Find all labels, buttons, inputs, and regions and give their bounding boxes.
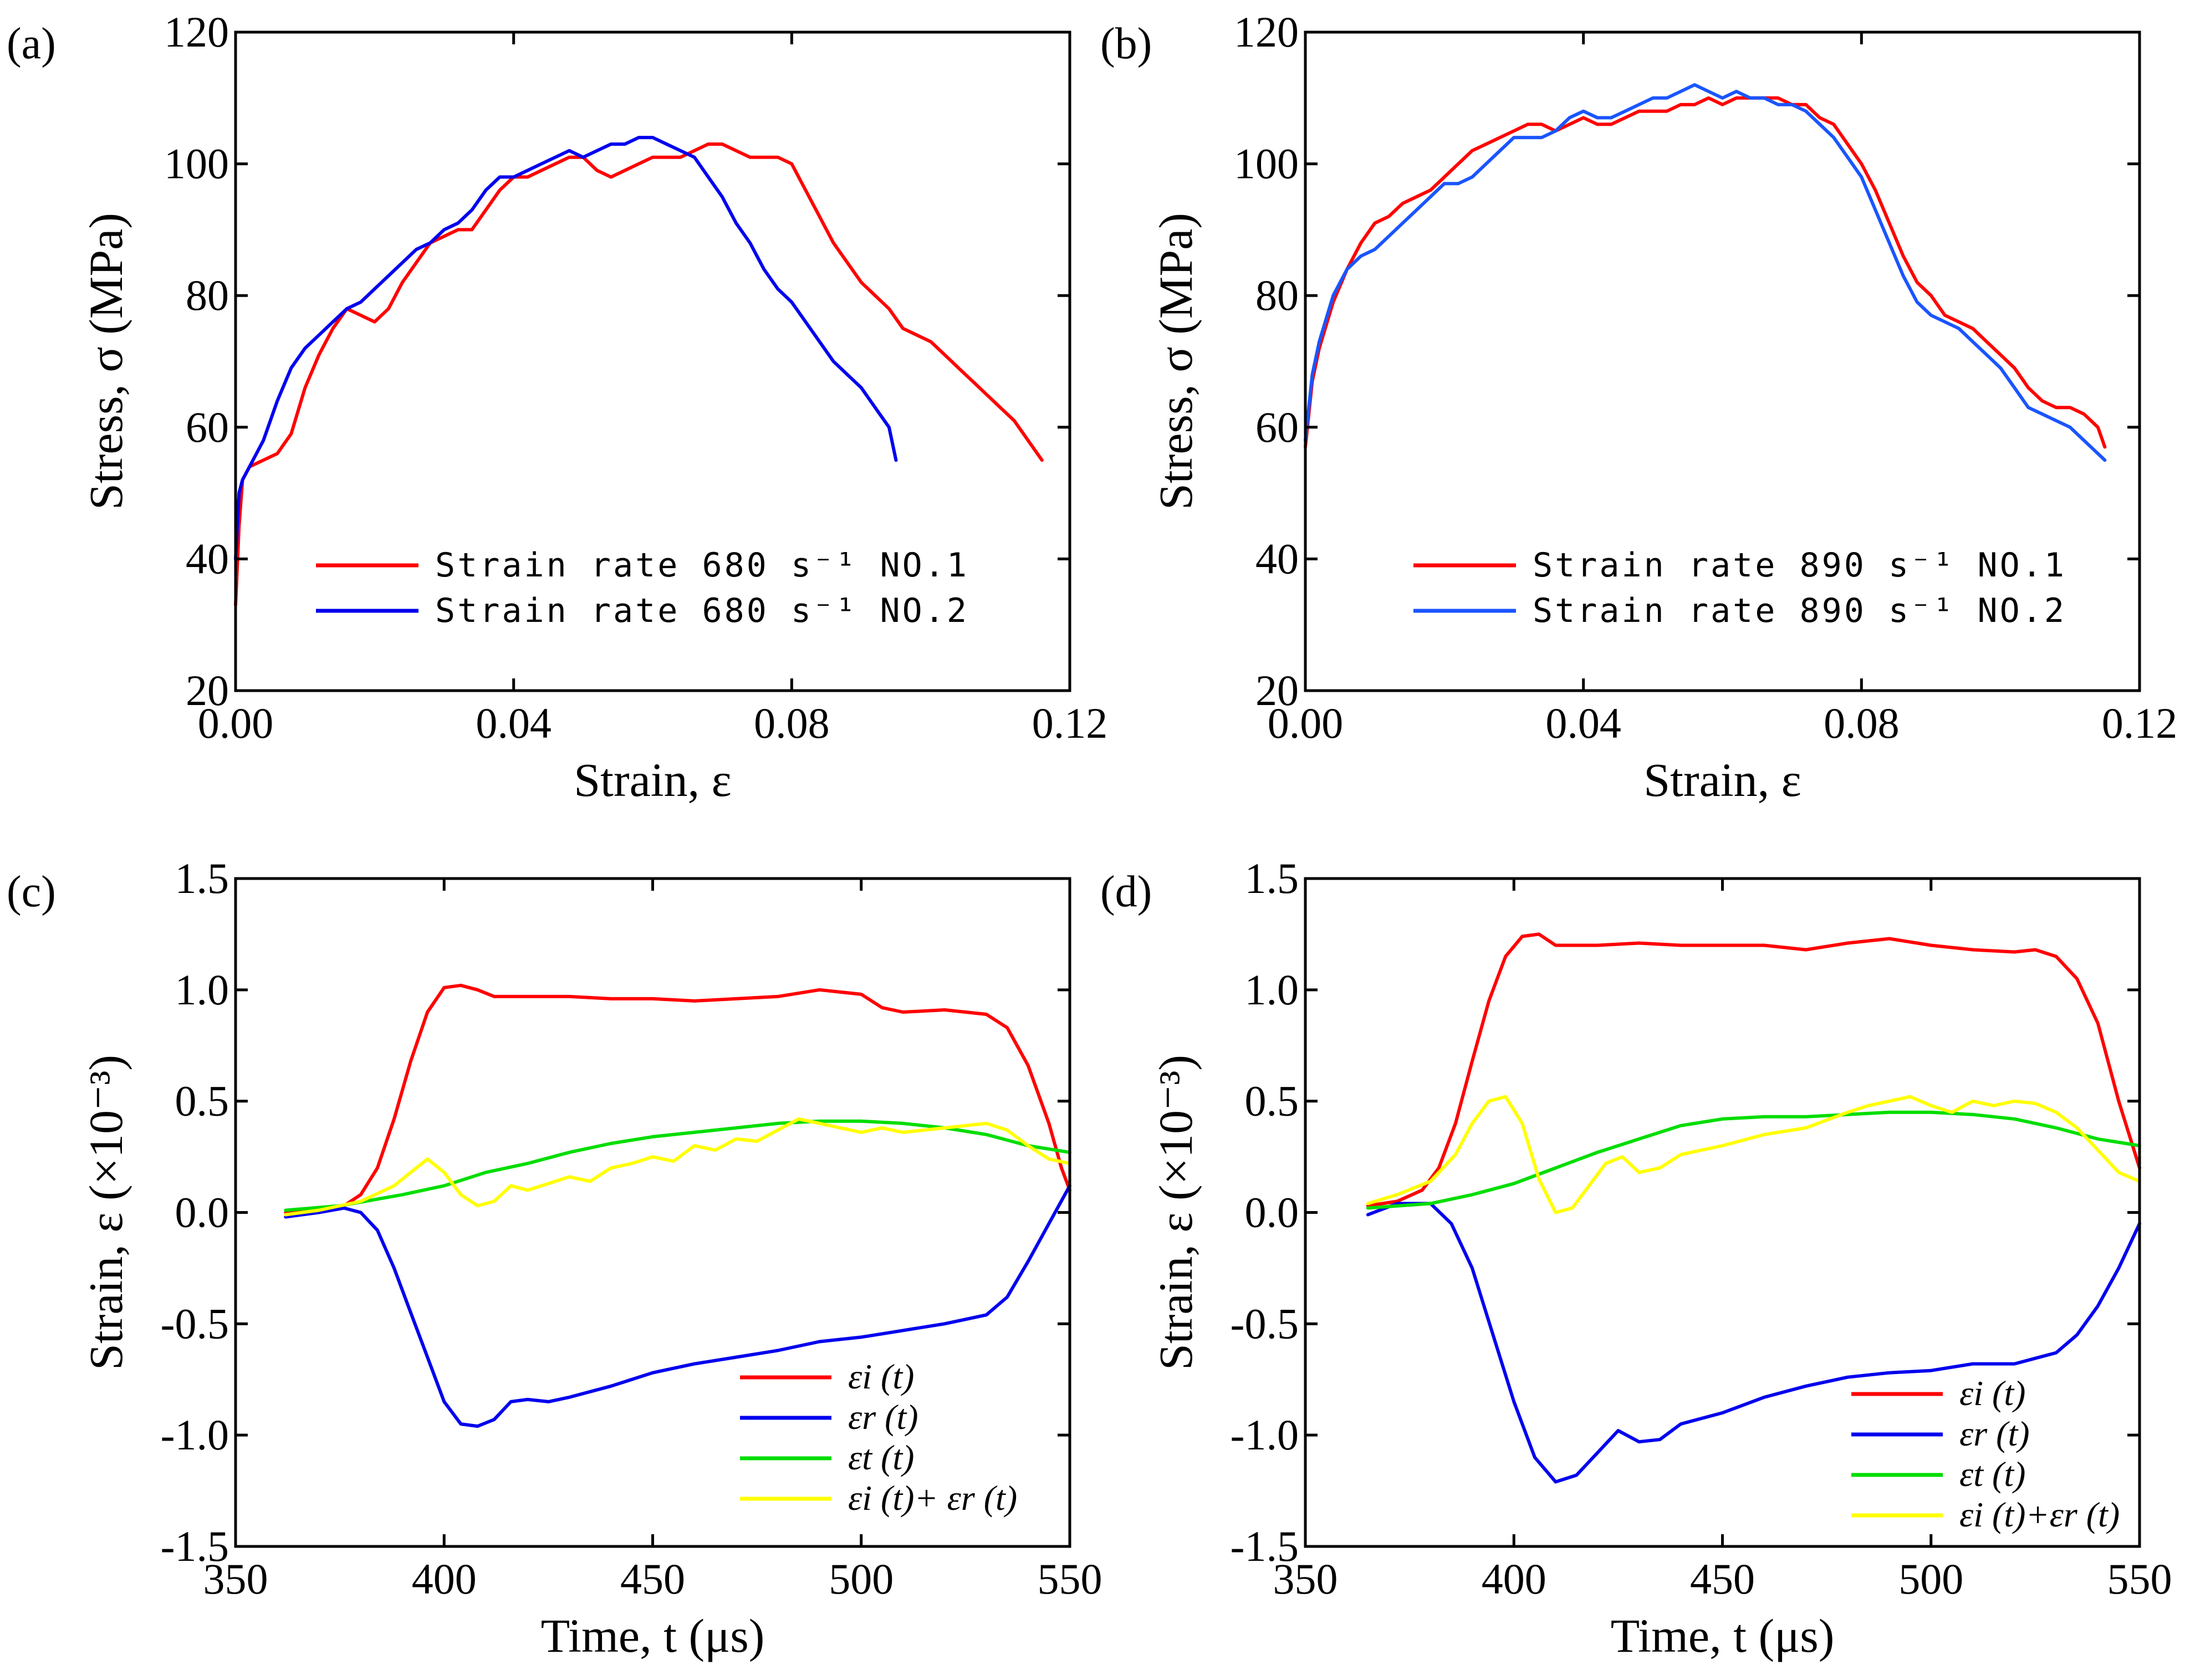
y-tick-label: -1.0 bbox=[1231, 1411, 1299, 1459]
x-axis-label: Strain, ε bbox=[1643, 753, 1801, 806]
y-tick-label: 1.5 bbox=[175, 854, 229, 902]
x-tick-label: 350 bbox=[203, 1555, 268, 1603]
legend: εi (t)εr (t)εt (t)εi (t)+εr (t) bbox=[1851, 1373, 2120, 1534]
x-tick-label: 550 bbox=[2107, 1555, 2172, 1603]
y-tick-label: 100 bbox=[164, 140, 229, 188]
x-tick-label: 450 bbox=[620, 1555, 685, 1603]
x-tick-label: 400 bbox=[1482, 1555, 1546, 1603]
y-tick-label: 40 bbox=[186, 534, 229, 583]
series-line-d-4 bbox=[1366, 1095, 2141, 1214]
series-line-c-2 bbox=[284, 1184, 1071, 1428]
y-tick-label: 0.5 bbox=[1245, 1077, 1299, 1125]
panel-label: (a) bbox=[7, 19, 56, 68]
x-tick-label: 0.04 bbox=[1545, 699, 1621, 747]
panel-c: 350 400 450 500 550 -1.5 -1.0 -0.5 0.0 0.5 1.0 1.5 T… bbox=[7, 854, 1102, 1662]
x-tick-label: 0.00 bbox=[198, 699, 274, 747]
y-tick-label: 60 bbox=[186, 403, 229, 451]
y-tick-label: -1.5 bbox=[161, 1522, 229, 1570]
panel-label: (b) bbox=[1100, 19, 1152, 68]
series-line-b-1 bbox=[1304, 96, 2107, 449]
y-tick-label: 120 bbox=[1234, 8, 1299, 56]
legend: Strain rate 680 s⁻¹ NO.1 Strain rate 680 … bbox=[316, 546, 969, 630]
x-tick-label: 400 bbox=[412, 1555, 477, 1603]
x-tick-label: 450 bbox=[1690, 1555, 1755, 1603]
legend-label: εi (t) bbox=[1959, 1373, 2025, 1413]
y-axis-label: Stress, σ (MPa) bbox=[1149, 213, 1202, 510]
panel-b: 0.00 0.04 0.08 0.12 20 40 60 80 100 120 Strain, ε S… bbox=[1100, 8, 2177, 806]
series-line-d-3 bbox=[1366, 1110, 2141, 1210]
y-tick-label: 80 bbox=[186, 271, 229, 319]
y-tick-label: 0.0 bbox=[1245, 1188, 1299, 1237]
y-tick-label: 0.0 bbox=[175, 1188, 229, 1237]
series-line-c-3 bbox=[284, 1119, 1071, 1212]
y-tick-label: 1.5 bbox=[1245, 854, 1299, 902]
y-tick-label: 40 bbox=[1255, 534, 1299, 583]
y-tick-label: 1.0 bbox=[175, 966, 229, 1014]
series-line-c-1 bbox=[284, 983, 1071, 1214]
y-tick-label: 60 bbox=[1255, 403, 1299, 451]
x-tick-label: 500 bbox=[1898, 1555, 1963, 1603]
y-axis-label: Strain, ε (×10⁻³) bbox=[79, 1055, 132, 1370]
y-tick-label: -1.5 bbox=[1231, 1522, 1299, 1570]
legend-label: Strain rate 680 s⁻¹ NO.2 bbox=[435, 591, 969, 630]
legend-label: Strain rate 890 s⁻¹ NO.1 bbox=[1533, 546, 2066, 585]
legend-label: εr (t) bbox=[1959, 1414, 2030, 1453]
y-tick-label: 100 bbox=[1234, 140, 1299, 188]
y-tick-label: 120 bbox=[164, 8, 229, 56]
series-line-a-1 bbox=[234, 142, 1044, 607]
y-tick-label: 0.5 bbox=[175, 1077, 229, 1125]
y-tick-label: 20 bbox=[186, 666, 229, 714]
y-tick-label: 80 bbox=[1255, 271, 1299, 319]
legend: εi (t)εr (t)εt (t)εi (t)+ εr (t) bbox=[740, 1357, 1017, 1518]
panel-label: (c) bbox=[7, 867, 56, 916]
series-line-d-1 bbox=[1366, 932, 2141, 1208]
series-line-b-2 bbox=[1304, 83, 2107, 462]
y-tick-label: 20 bbox=[1255, 666, 1299, 714]
series-line-a-2 bbox=[234, 136, 898, 561]
y-tick-label: -1.0 bbox=[161, 1411, 229, 1459]
x-tick-label: 0.12 bbox=[2102, 699, 2178, 747]
legend-label: εi (t)+εr (t) bbox=[1959, 1495, 2120, 1534]
y-axis-label: Stress, σ (MPa) bbox=[79, 213, 132, 510]
x-tick-label: 500 bbox=[829, 1555, 894, 1603]
x-axis-label: Time, t (μs) bbox=[1611, 1609, 1835, 1662]
legend-label: εr (t) bbox=[848, 1397, 918, 1437]
x-tick-label: 0.04 bbox=[476, 699, 552, 747]
panel-d: 350 400 450 500 550 -1.5 -1.0 -0.5 0.0 0.5 1.0 1.5 T… bbox=[1100, 854, 2172, 1662]
series-line-d-2 bbox=[1366, 1202, 2141, 1484]
legend-label: Strain rate 890 s⁻¹ NO.2 bbox=[1533, 591, 2066, 630]
panel-a: 0.00 0.04 0.08 0.12 20 40 60 80 100 120 Strain, ε S… bbox=[7, 8, 1107, 806]
y-axis-label: Strain, ε (×10⁻³) bbox=[1149, 1055, 1202, 1370]
plot-frame bbox=[1304, 30, 2141, 692]
x-axis-label: Strain, ε bbox=[574, 753, 732, 806]
x-axis-label: Time, t (μs) bbox=[541, 1609, 765, 1662]
x-tick-label: 0.00 bbox=[1268, 699, 1344, 747]
legend-label: εi (t) bbox=[848, 1357, 914, 1396]
y-tick-label: -0.5 bbox=[161, 1299, 229, 1347]
y-tick-label: 1.0 bbox=[1245, 966, 1299, 1014]
x-tick-label: 0.12 bbox=[1032, 699, 1108, 747]
y-tick-label: -0.5 bbox=[1231, 1299, 1299, 1347]
x-tick-label: 350 bbox=[1273, 1555, 1338, 1603]
panel-label: (d) bbox=[1100, 867, 1152, 916]
legend-label: εi (t)+ εr (t) bbox=[848, 1478, 1017, 1518]
plot-frame bbox=[234, 30, 1071, 692]
legend-label: εt (t) bbox=[848, 1438, 914, 1477]
legend-label: Strain rate 680 s⁻¹ NO.1 bbox=[435, 546, 969, 585]
x-tick-label: 550 bbox=[1038, 1555, 1102, 1603]
series-line-c-4 bbox=[284, 1117, 1071, 1217]
x-tick-label: 0.08 bbox=[754, 699, 830, 747]
x-tick-label: 0.08 bbox=[1824, 699, 1900, 747]
legend-label: εt (t) bbox=[1959, 1454, 2025, 1494]
legend: Strain rate 890 s⁻¹ NO.1 Strain rate 890 … bbox=[1413, 546, 2066, 630]
